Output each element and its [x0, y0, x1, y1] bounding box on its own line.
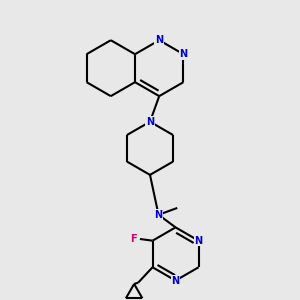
Text: F: F — [130, 234, 137, 244]
Text: N: N — [146, 117, 154, 127]
Text: N: N — [155, 35, 163, 45]
Text: N: N — [172, 276, 180, 286]
Text: N: N — [179, 49, 188, 59]
Text: N: N — [154, 210, 163, 220]
Text: N: N — [194, 236, 203, 246]
